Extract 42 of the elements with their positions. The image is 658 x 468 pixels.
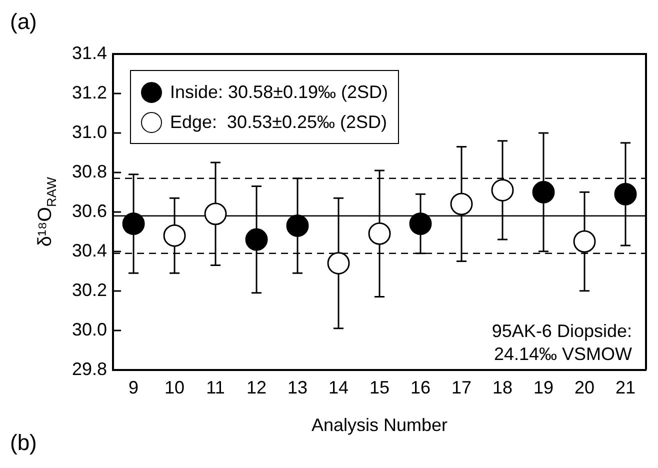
x-tick-label: 10 (164, 378, 185, 398)
y-tick-label: 29.8 (72, 358, 108, 379)
x-tick-label: 9 (128, 378, 139, 398)
point (122, 212, 145, 235)
y-tick-label: 30.4 (72, 240, 108, 260)
y-tick-label: 31.2 (72, 82, 108, 102)
x-tick-label: 11 (206, 378, 225, 398)
y-tick-label: 30.8 (72, 161, 108, 182)
annotation: 95AK-6 Diopside: 24.14‰ VSMOW (492, 320, 632, 364)
point (491, 178, 514, 202)
x-tick-label: 14 (328, 378, 349, 398)
point (532, 180, 555, 204)
point (286, 214, 309, 237)
x-axis-title: Analysis Number (311, 415, 448, 436)
x-tick-label: 15 (370, 378, 390, 398)
text: (a) (10, 9, 37, 34)
x-tick-label: 12 (246, 378, 267, 398)
point (450, 192, 473, 216)
x-tick-label: 19 (533, 378, 554, 398)
y-tick-label: 31.4 (72, 42, 108, 63)
point (327, 252, 350, 274)
x-tick-label: 18 (492, 378, 513, 398)
y-tick-label: 30.0 (72, 319, 108, 340)
x-tick-label: 16 (410, 378, 431, 398)
x-tick-label: 20 (574, 378, 595, 398)
x-tick-label: 21 (615, 378, 636, 398)
text: (b) (10, 430, 37, 456)
point (368, 222, 391, 245)
y-tick-label: 31.0 (72, 122, 108, 142)
y-tick-label: 30.6 (72, 200, 108, 221)
point (245, 228, 268, 251)
point (204, 202, 227, 226)
y-tick-label: 30.2 (72, 280, 108, 300)
legend-label: Edge: 30.53±0.25‰ (2SD) (170, 111, 388, 134)
x-tick-label: 13 (288, 378, 308, 398)
legend-label: Inside: 30.58±0.19‰ (2SD) (170, 81, 388, 104)
point (573, 230, 596, 253)
x-tick-label: 17 (451, 378, 472, 398)
point (614, 182, 637, 206)
point (163, 224, 186, 247)
point (409, 212, 432, 235)
y-axis-title: δ¹⁸ORAW (35, 176, 59, 247)
